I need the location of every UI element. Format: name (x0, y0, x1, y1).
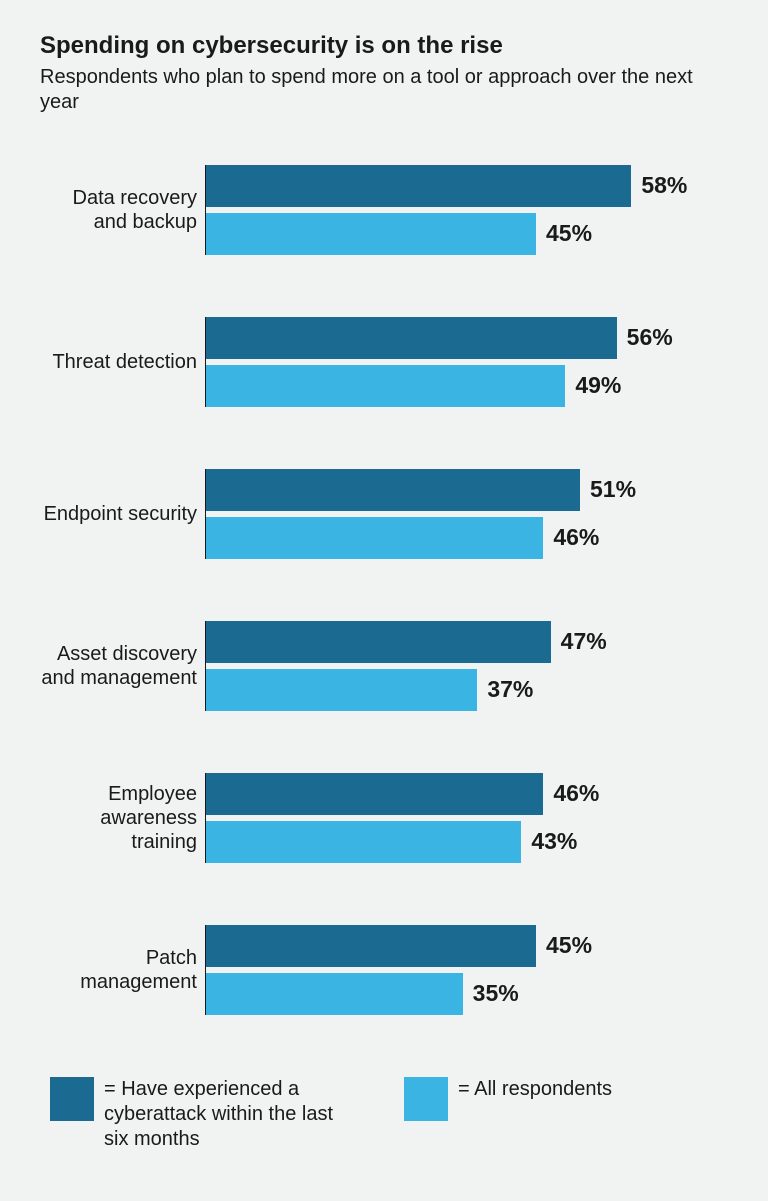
chart-row: Data recovery and backup 58% 45% (40, 165, 728, 255)
bar-value-label: 43% (531, 828, 577, 855)
bar-fill (206, 821, 521, 863)
bars-holder: 56%49% (205, 317, 728, 407)
legend-a-label: Have experienced a cyberattack within th… (104, 1078, 333, 1150)
bar-b: 49% (206, 365, 621, 407)
bar-a: 46% (206, 773, 599, 815)
category-label: Employee awareness training (40, 782, 205, 854)
legend-swatch-a (50, 1077, 94, 1121)
bar-value-label: 46% (553, 524, 599, 551)
bar-fill (206, 621, 551, 663)
bars-holder: 46% 43% (205, 773, 728, 863)
chart-row: Threat detection56%49% (40, 317, 728, 407)
chart-subtitle: Respondents who plan to spend more on a … (40, 65, 728, 115)
bar-fill (206, 669, 477, 711)
bar-value-label: 45% (546, 932, 592, 959)
legend-swatch-b (404, 1077, 448, 1121)
bars-holder: 45% 35% (205, 925, 728, 1015)
bars-holder: 51% 46% (205, 469, 728, 559)
bar-value-label: 35% (473, 980, 519, 1007)
bar-fill (206, 213, 536, 255)
category-label: Threat detection (40, 350, 205, 374)
chart-area: Data recovery and backup 58% 45% Threat det… (40, 165, 728, 1015)
bar-fill (206, 365, 565, 407)
bar-value-label: 37% (487, 676, 533, 703)
chart-title: Spending on cybersecurity is on the rise (40, 32, 728, 61)
bar-value-label: 46% (553, 780, 599, 807)
bar-a: 47% (206, 621, 607, 663)
bar-a: 56% (206, 317, 673, 359)
bar-a: 45% (206, 925, 592, 967)
bar-fill (206, 469, 580, 511)
category-label: Patch management (40, 946, 205, 994)
bar-fill (206, 925, 536, 967)
bar-fill (206, 517, 543, 559)
bar-fill (206, 773, 543, 815)
bar-fill (206, 165, 631, 207)
legend-text-b: = All respondents (458, 1077, 612, 1102)
legend-a-prefix: = (104, 1078, 121, 1100)
bar-b: 43% (206, 821, 577, 863)
legend: = Have experienced a cyberattack within … (40, 1077, 728, 1152)
bar-value-label: 51% (590, 476, 636, 503)
legend-text-a: = Have experienced a cyberattack within … (104, 1077, 334, 1152)
chart-row: Asset discovery and management 47% 37% (40, 621, 728, 711)
bar-fill (206, 973, 463, 1015)
category-label: Asset discovery and management (40, 642, 205, 690)
legend-item-b: = All respondents (404, 1077, 612, 1152)
chart-row: Employee awareness training 46% 43% (40, 773, 728, 863)
chart-row: Endpoint security 51% 46% (40, 469, 728, 559)
bar-a: 58% (206, 165, 687, 207)
category-label: Data recovery and backup (40, 186, 205, 234)
bar-value-label: 47% (561, 628, 607, 655)
bar-value-label: 56% (627, 324, 673, 351)
bar-b: 35% (206, 973, 519, 1015)
bar-b: 46% (206, 517, 599, 559)
bars-holder: 58% 45% (205, 165, 728, 255)
chart-row: Patch management 45% 35% (40, 925, 728, 1015)
legend-item-a: = Have experienced a cyberattack within … (50, 1077, 334, 1152)
bar-fill (206, 317, 617, 359)
bar-a: 51% (206, 469, 636, 511)
bar-b: 45% (206, 213, 592, 255)
bar-value-label: 49% (575, 372, 621, 399)
bar-value-label: 45% (546, 220, 592, 247)
legend-b-prefix: = (458, 1078, 474, 1100)
legend-b-label: All respondents (474, 1078, 612, 1100)
bar-b: 37% (206, 669, 533, 711)
bars-holder: 47% 37% (205, 621, 728, 711)
category-label: Endpoint security (40, 502, 205, 526)
bar-value-label: 58% (641, 172, 687, 199)
